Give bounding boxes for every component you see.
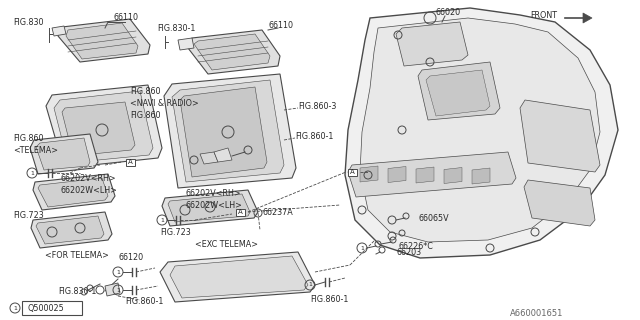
Bar [22, 301, 82, 315]
Text: FIG.830-1: FIG.830-1 [157, 23, 195, 33]
Text: 1: 1 [360, 245, 364, 251]
Polygon shape [66, 23, 138, 59]
Polygon shape [36, 138, 90, 170]
Polygon shape [46, 85, 162, 168]
Polygon shape [33, 174, 115, 210]
Polygon shape [170, 256, 308, 298]
Text: <NAVI & RADIO>: <NAVI & RADIO> [130, 99, 199, 108]
Text: 66237A: 66237A [262, 207, 292, 217]
Polygon shape [105, 283, 120, 296]
Polygon shape [444, 167, 462, 183]
Text: FIG.860-1: FIG.860-1 [310, 295, 348, 305]
Polygon shape [38, 178, 108, 207]
Polygon shape [54, 91, 153, 163]
Text: 66110: 66110 [113, 12, 138, 21]
Polygon shape [200, 152, 218, 164]
Text: FIG.860: FIG.860 [130, 110, 161, 119]
Polygon shape [214, 148, 232, 162]
Polygon shape [345, 8, 618, 258]
Text: 66203: 66203 [396, 247, 421, 257]
Polygon shape [164, 74, 296, 188]
Text: 66020: 66020 [435, 7, 460, 17]
Text: 1: 1 [116, 287, 120, 292]
Text: FIG.860: FIG.860 [130, 86, 161, 95]
Text: 66110: 66110 [268, 20, 293, 29]
Text: Q500025: Q500025 [27, 303, 64, 313]
Polygon shape [416, 167, 434, 183]
Text: A: A [349, 169, 355, 175]
Text: <TELEMA>: <TELEMA> [13, 146, 58, 155]
Text: 66226*C: 66226*C [398, 242, 433, 251]
Polygon shape [172, 80, 284, 182]
Text: FRONT: FRONT [530, 11, 557, 20]
Polygon shape [418, 62, 500, 120]
Text: FIG.830: FIG.830 [13, 18, 44, 27]
Text: 66202V<RH>: 66202V<RH> [60, 173, 116, 182]
Text: 1: 1 [13, 306, 17, 310]
Polygon shape [396, 22, 468, 66]
Text: 66202W<LH>: 66202W<LH> [185, 201, 242, 210]
Polygon shape [168, 194, 250, 222]
Text: 66202W<LH>: 66202W<LH> [60, 186, 117, 195]
Text: A: A [237, 209, 243, 215]
Text: A660001651: A660001651 [510, 308, 563, 317]
Text: A: A [127, 159, 132, 165]
Text: 66120: 66120 [118, 253, 143, 262]
Bar [348, 169, 356, 175]
Text: FIG.860-1: FIG.860-1 [125, 298, 163, 307]
Polygon shape [583, 13, 592, 23]
Polygon shape [188, 30, 280, 74]
Bar [262, 125, 270, 133]
Bar [125, 158, 134, 165]
Polygon shape [58, 19, 150, 62]
Text: 1: 1 [308, 283, 312, 287]
Text: 66065V: 66065V [418, 213, 449, 222]
Polygon shape [31, 212, 112, 248]
Text: FIG.860-3: FIG.860-3 [298, 101, 337, 110]
Polygon shape [160, 252, 315, 302]
Polygon shape [30, 134, 98, 174]
Text: 1: 1 [30, 171, 34, 175]
Text: FIG.723: FIG.723 [13, 211, 44, 220]
Polygon shape [520, 100, 600, 172]
Polygon shape [162, 190, 258, 226]
Polygon shape [36, 216, 104, 244]
Polygon shape [360, 166, 378, 182]
Polygon shape [180, 87, 267, 177]
Polygon shape [472, 168, 490, 184]
Text: 1: 1 [160, 218, 164, 222]
Polygon shape [62, 102, 135, 156]
Polygon shape [388, 166, 406, 182]
Polygon shape [194, 34, 270, 70]
Polygon shape [178, 38, 194, 50]
Text: FIG.860-1: FIG.860-1 [295, 132, 333, 140]
Polygon shape [426, 70, 490, 116]
Text: 1: 1 [116, 269, 120, 275]
Text: FIG.723: FIG.723 [160, 228, 191, 236]
Polygon shape [360, 18, 600, 242]
Text: <EXC TELEMA>: <EXC TELEMA> [195, 239, 258, 249]
Polygon shape [524, 180, 595, 226]
Text: FIG.830-1: FIG.830-1 [58, 286, 97, 295]
Text: FIG.860: FIG.860 [13, 133, 44, 142]
Text: <FOR TELEMA>: <FOR TELEMA> [45, 251, 109, 260]
Text: 66202V<RH>: 66202V<RH> [185, 188, 241, 197]
Bar [236, 209, 244, 215]
Polygon shape [52, 26, 66, 36]
Polygon shape [348, 152, 516, 197]
